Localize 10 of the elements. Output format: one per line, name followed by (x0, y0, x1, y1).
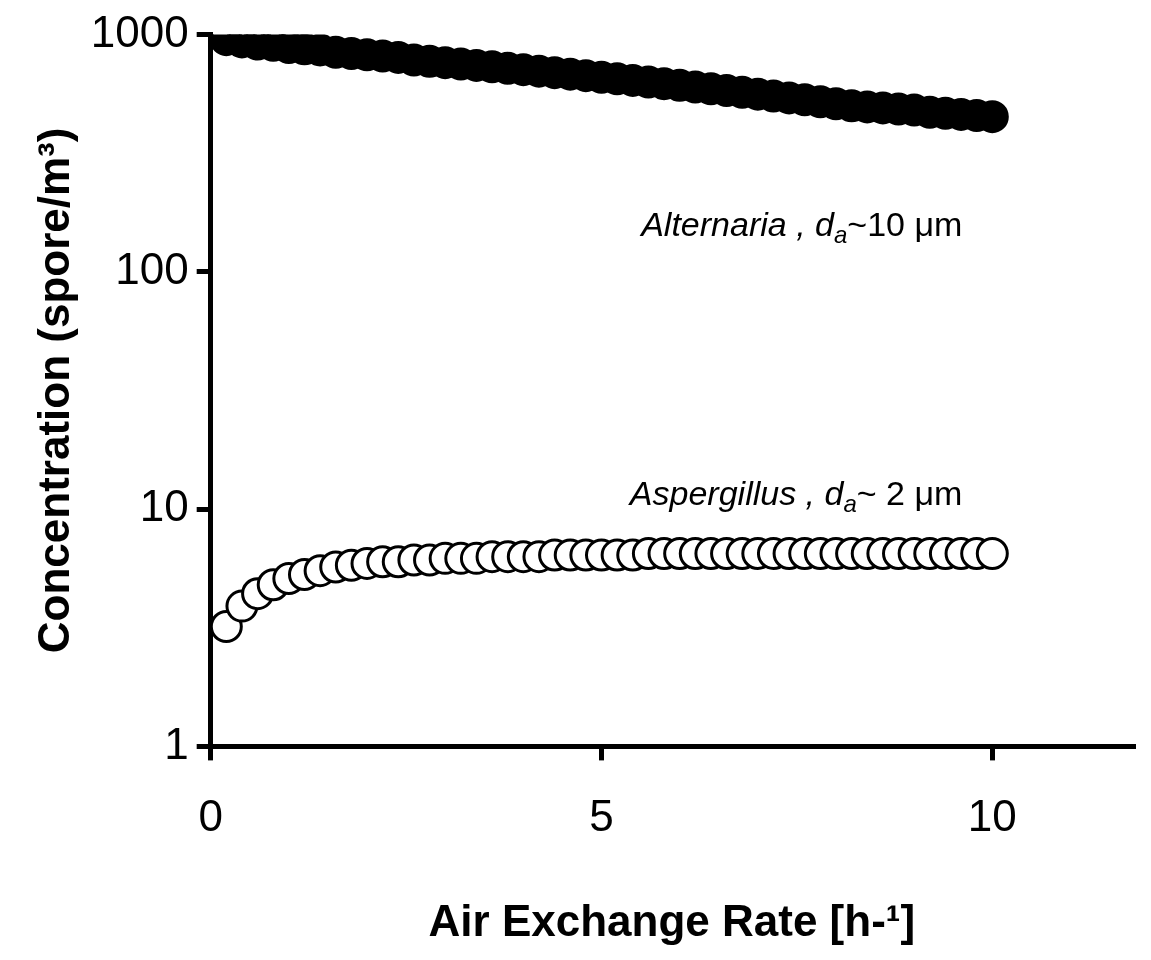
y-axis-title: Concentration (spore/m³) (28, 127, 78, 654)
point (975, 536, 1009, 570)
y-tick-label: 10 (139, 481, 189, 531)
x-tick-label: 5 (589, 790, 614, 840)
x-tick-label: 0 (198, 790, 223, 840)
x-tick-label: 10 (967, 790, 1017, 840)
y-tick-label: 1 (164, 718, 189, 768)
y-tick-label: 1000 (90, 6, 189, 56)
x-axis-title: Air Exchange Rate [h-¹] (428, 895, 916, 945)
y-tick-label: 100 (115, 243, 189, 293)
